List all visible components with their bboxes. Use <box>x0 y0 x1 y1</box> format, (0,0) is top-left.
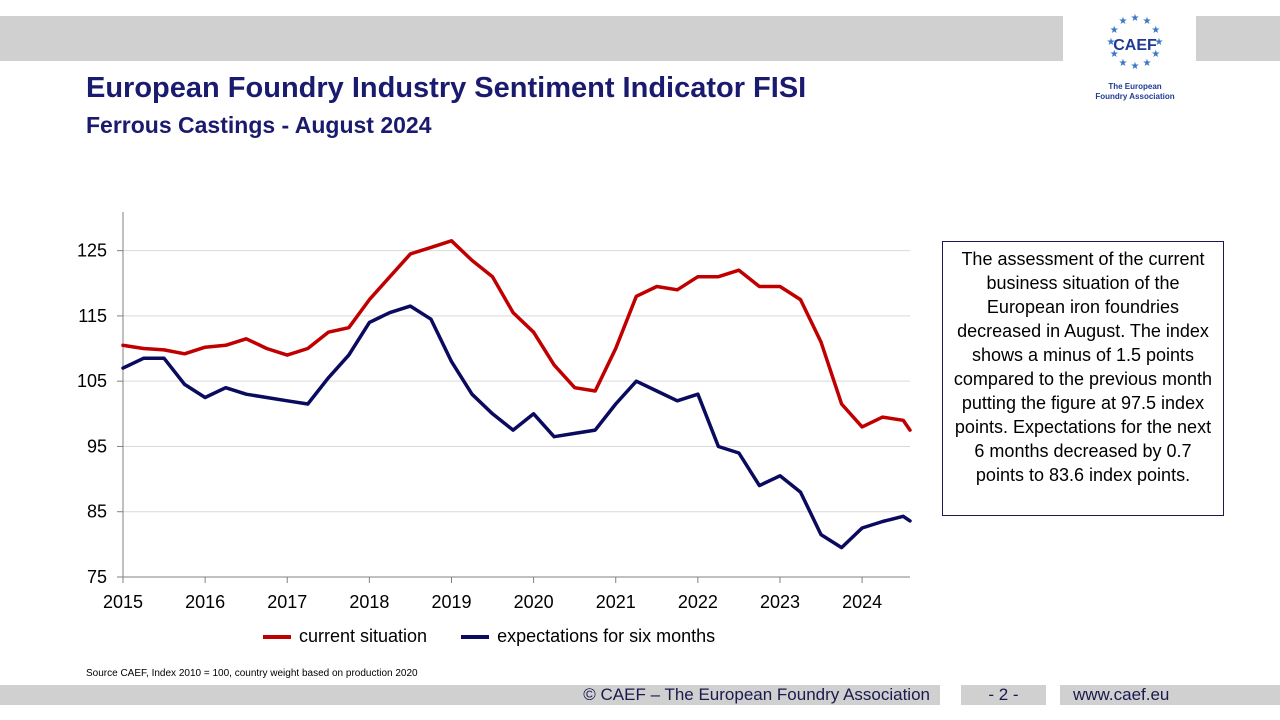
commentary-box: The assessment of the current business s… <box>942 241 1224 516</box>
y-tick-label-85: 85 <box>87 502 107 522</box>
legend-swatch-current <box>263 634 291 639</box>
logo-star: ★ <box>1151 25 1160 36</box>
y-tick-label-125: 125 <box>77 241 107 261</box>
logo-star: ★ <box>1131 61 1140 72</box>
x-tick-label-2020: 2020 <box>514 592 554 612</box>
logo-star: ★ <box>1151 49 1160 60</box>
legend-item-expectations: expectations for six months <box>461 626 715 647</box>
legend-label-expectations: expectations for six months <box>497 626 716 646</box>
x-tick-label-2021: 2021 <box>596 592 636 612</box>
logo-name: CAEF <box>1113 37 1157 54</box>
y-tick-label-75: 75 <box>87 567 107 587</box>
star-ring-icon: ★★★★★★★★★ ★ ★★ <box>1107 13 1164 72</box>
x-tick-label-2024: 2024 <box>842 592 882 612</box>
x-tick-label-2022: 2022 <box>678 592 718 612</box>
logo-star: ★ <box>1155 37 1164 48</box>
top-band <box>0 16 1063 61</box>
top-band-right <box>1196 16 1280 61</box>
series-line-current-situation <box>121 239 912 432</box>
page-title: European Foundry Industry Sentiment Indi… <box>86 72 807 104</box>
logo-star: ★ <box>1110 25 1119 36</box>
logo-star: ★ <box>1143 58 1152 69</box>
x-tick-label-2016: 2016 <box>185 592 225 612</box>
x-tick-label-2019: 2019 <box>431 592 471 612</box>
legend-item-current: current situation <box>263 626 427 647</box>
footer-copyright: © CAEF – The European Foundry Associatio… <box>583 685 930 704</box>
y-tick-label-95: 95 <box>87 436 107 456</box>
logo-star: ★ <box>1131 13 1140 24</box>
series-lines <box>121 239 912 550</box>
logo-tagline-2: Foundry Association <box>1095 92 1175 101</box>
fisi-line-chart: 75 85 95 105 115 125 2015 2016 2017 2018 2019 2020 2… <box>77 212 912 612</box>
caef-logo: ★ ★ ★ ★ ★ ★ ★ ★ ★ ★ ★ ★ CAEF The European Foundry A… <box>1085 12 1185 107</box>
gridlines <box>123 250 910 513</box>
logo-star: ★ <box>1107 37 1116 48</box>
website-link[interactable]: www.caef.eu <box>1073 685 1170 704</box>
page-subtitle: Ferrous Castings - August 2024 <box>86 112 432 138</box>
x-tick-label-2015: 2015 <box>103 592 143 612</box>
logo-star: ★ <box>1119 16 1128 27</box>
legend-label-current: current situation <box>299 626 428 646</box>
source-note: Source CAEF, Index 2010 = 100, country w… <box>86 668 418 679</box>
series-line-expectations <box>121 304 912 550</box>
y-tick-label-105: 105 <box>77 371 107 391</box>
footer-copyright-band: © CAEF – The European Foundry Associatio… <box>0 685 940 705</box>
footer-website-band[interactable]: www.caef.eu <box>1060 685 1280 705</box>
x-tick-label-2023: 2023 <box>760 592 800 612</box>
chart-legend: current situation expectations for six m… <box>263 626 749 647</box>
logo-star: ★ <box>1119 58 1128 69</box>
tick-labels: 75 85 95 105 115 125 2015 2016 2017 2018 2019 2020 2… <box>77 241 882 612</box>
page-number: - 2 - <box>961 685 1046 705</box>
logo-star: ★ <box>1110 49 1119 60</box>
x-tick-label-2017: 2017 <box>267 592 307 612</box>
y-tick-label-115: 115 <box>78 306 107 326</box>
logo-tagline-1: The European <box>1108 82 1162 91</box>
axes <box>117 212 910 583</box>
logo-star: ★ <box>1143 16 1152 27</box>
legend-swatch-expectations <box>461 634 490 639</box>
x-tick-label-2018: 2018 <box>349 592 389 612</box>
